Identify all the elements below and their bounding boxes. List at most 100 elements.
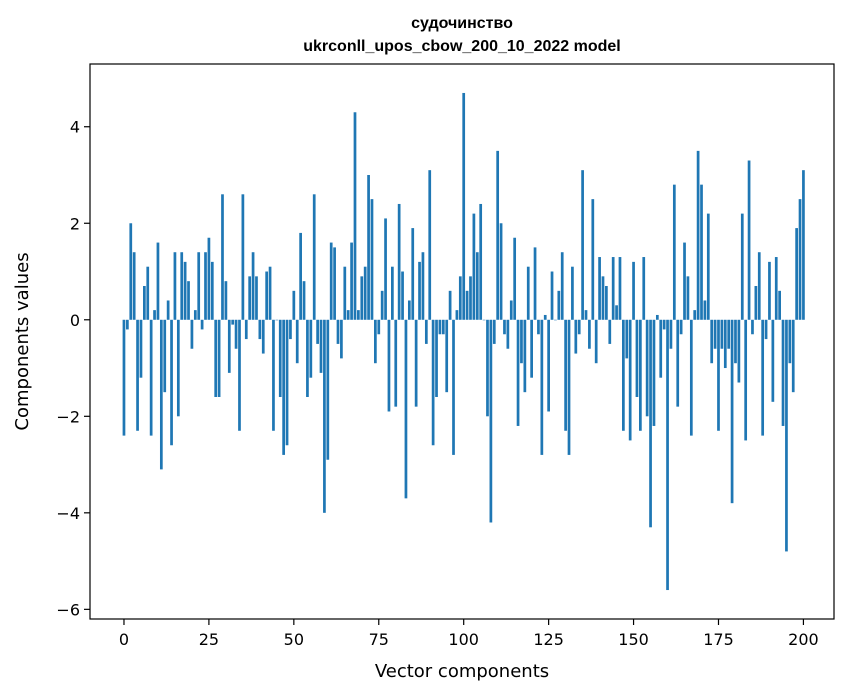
x-tick-label: 75 (369, 630, 389, 649)
bar-174 (713, 319, 717, 349)
bar-125 (547, 319, 550, 412)
bar-155 (649, 319, 652, 528)
bar-54 (306, 319, 309, 397)
bar-5 (139, 319, 143, 378)
bar-113 (506, 319, 510, 349)
bar-199 (798, 199, 802, 320)
bar-83 (404, 319, 408, 499)
bar-177 (723, 319, 727, 369)
bar-85 (411, 228, 415, 320)
bar-78 (387, 319, 391, 412)
bar-146 (618, 257, 622, 320)
bar-196 (788, 319, 792, 364)
bar-44 (272, 319, 275, 431)
bar-59 (323, 319, 326, 513)
bar-103 (472, 213, 476, 320)
bar-95 (445, 319, 449, 393)
bar-89 (424, 319, 428, 344)
bar-186 (754, 286, 758, 320)
y-axis-label: Components values (12, 252, 33, 430)
bar-25 (207, 237, 211, 320)
bar-159 (662, 319, 666, 330)
bar-178 (727, 319, 731, 349)
bar-154 (645, 319, 649, 417)
bar-31 (227, 319, 231, 373)
bar-22 (197, 252, 201, 320)
bar-141 (601, 276, 605, 320)
bar-176 (720, 319, 724, 349)
bar-2 (129, 223, 133, 320)
bar-157 (655, 314, 659, 320)
bar-198 (795, 228, 798, 320)
bar-173 (710, 319, 714, 364)
bar-135 (581, 170, 584, 320)
bar-165 (683, 242, 686, 320)
bar-126 (550, 271, 554, 320)
bar-50 (292, 290, 296, 320)
bar-118 (523, 319, 527, 393)
y-axis-ticks: −6 −4 −2 0 2 4 (56, 118, 90, 619)
bar-91 (431, 319, 435, 446)
bar-107 (486, 319, 489, 417)
bar-3 (132, 252, 136, 320)
bar-191 (771, 319, 775, 402)
bar-15 (173, 252, 177, 320)
bar-81 (397, 203, 401, 320)
bar-190 (768, 261, 771, 320)
bar-10 (156, 242, 160, 320)
bar-123 (540, 319, 544, 455)
bar-35 (241, 194, 245, 320)
bar-170 (700, 184, 703, 320)
bar-71 (363, 266, 367, 320)
bar-43 (268, 266, 272, 320)
bar-74 (374, 319, 377, 364)
bar-47 (282, 319, 285, 455)
bar-150 (632, 261, 635, 320)
bar-14 (170, 319, 173, 446)
bar-140 (598, 257, 601, 320)
bar-64 (340, 319, 343, 359)
x-tick-label: 50 (284, 630, 304, 649)
bar-163 (676, 319, 680, 407)
bar-130 (564, 319, 567, 431)
bar-80 (394, 319, 398, 407)
bar-46 (278, 319, 282, 397)
bar-18 (183, 261, 187, 320)
bar-58 (319, 319, 323, 373)
bar-13 (166, 300, 170, 320)
bar-101 (465, 290, 469, 320)
y-tick-label: 4 (70, 118, 80, 137)
bar-45 (275, 319, 279, 321)
bar-20 (190, 319, 194, 349)
bar-149 (628, 319, 632, 441)
bar-128 (557, 290, 561, 320)
bar-75 (377, 319, 381, 335)
bar-185 (751, 319, 754, 335)
y-tick-label: −6 (56, 600, 80, 619)
bar-127 (554, 319, 557, 321)
bar-94 (441, 319, 445, 335)
x-tick-label: 25 (199, 630, 219, 649)
bar-192 (774, 257, 778, 320)
chart-title: судочинство (411, 15, 513, 32)
bar-129 (560, 252, 564, 320)
bar-152 (639, 319, 642, 431)
bar-143 (608, 319, 612, 344)
bar-52 (299, 232, 302, 320)
bar-183 (744, 319, 748, 441)
plot-frame (89, 63, 835, 620)
bars-group (122, 92, 805, 591)
y-tick-label: −2 (56, 407, 80, 426)
bar-142 (605, 286, 608, 320)
bar-160 (666, 319, 669, 591)
bar-164 (679, 319, 683, 335)
bar-100 (462, 92, 466, 320)
bar-16 (176, 319, 180, 417)
bar-90 (428, 170, 432, 320)
bar-184 (747, 160, 751, 320)
x-tick-label: 175 (703, 630, 734, 649)
bar-98 (455, 310, 459, 320)
bar-29 (221, 194, 224, 320)
bar-48 (285, 319, 289, 446)
